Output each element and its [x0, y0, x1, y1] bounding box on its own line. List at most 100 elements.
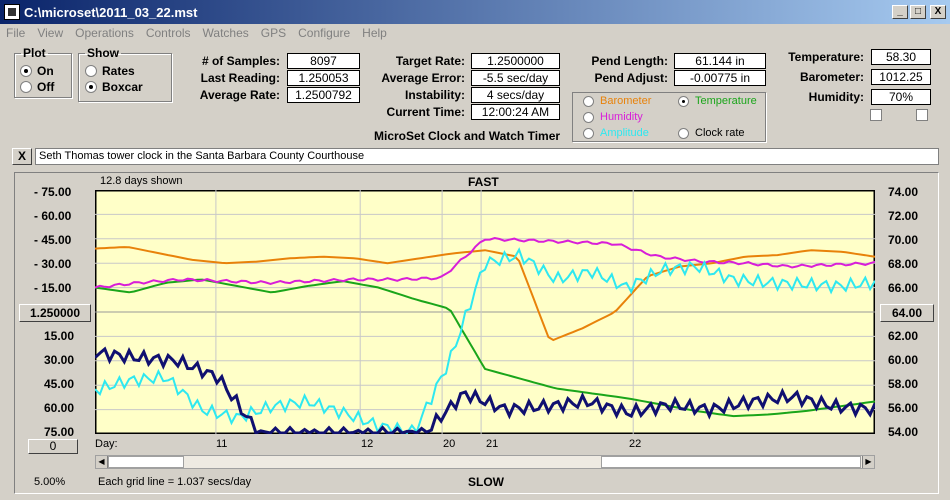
temperature-radio-label: Temperature — [695, 95, 757, 107]
window-title: C:\microset\2011_03_22.mst — [24, 4, 198, 20]
plot-on-label: On — [37, 64, 54, 78]
slow-label: SLOW — [468, 475, 504, 489]
humidity-label: Humidity: — [808, 90, 864, 104]
show-boxcar-radio[interactable]: Boxcar — [85, 80, 143, 94]
plot-off-radio[interactable]: Off — [20, 80, 54, 94]
radio-empty-icon — [85, 65, 97, 77]
day-tick: 11 — [216, 438, 228, 450]
clear-description-button[interactable]: X — [12, 148, 32, 165]
plot-off-label: Off — [37, 80, 55, 94]
checkbox-right[interactable] — [916, 109, 928, 121]
instability-label: Instability: — [404, 88, 465, 102]
radio-empty-icon — [583, 95, 594, 107]
temperature-value: 58.30 — [871, 49, 931, 65]
y-right-tick: 54.00 — [888, 425, 919, 439]
amplitude-radio[interactable]: Amplitude — [583, 127, 649, 139]
plot-on-radio[interactable]: On — [20, 64, 54, 78]
y-right-tick: 72.00 — [888, 209, 919, 223]
day-tick: 21 — [486, 438, 499, 450]
samples-label: # of Samples: — [201, 54, 280, 68]
grid-note: Each grid line = 1.037 secs/day — [98, 476, 252, 488]
y-left-tick: - 15.00 — [34, 281, 72, 295]
radio-empty-icon — [583, 111, 594, 123]
clockrate-radio-label: Clock rate — [695, 127, 745, 139]
y-left-tick: - 45.00 — [34, 233, 72, 247]
show-rates-label: Rates — [102, 64, 135, 78]
horizontal-scrollbar[interactable]: ◀ ▶ — [95, 455, 875, 469]
average-rate-label: Average Rate: — [199, 88, 280, 102]
checkbox-left[interactable] — [870, 109, 882, 121]
radio-selected-icon — [678, 95, 689, 107]
current-time-value: 12:00:24 AM — [471, 104, 560, 120]
barometer-value: 1012.25 — [871, 69, 931, 85]
close-button[interactable]: X — [930, 5, 946, 19]
last-reading-label: Last Reading: — [200, 71, 280, 85]
y-right-tick: 68.00 — [888, 257, 919, 271]
target-rate-value: 1.2500000 — [471, 53, 560, 69]
temperature-radio[interactable]: Temperature — [678, 95, 757, 107]
show-group: Show — [78, 46, 172, 102]
y-right-tick: 60.00 — [888, 353, 919, 367]
day-tick: 22 — [629, 438, 642, 450]
samples-value: 8097 — [287, 53, 360, 69]
humidity-radio[interactable]: Humidity — [583, 111, 643, 123]
y-left-tick: 45.00 — [44, 377, 75, 391]
plot-group: Plot — [14, 46, 72, 98]
average-rate-value: 1.2500792 — [287, 87, 360, 103]
y-left-tick: 15.00 — [44, 329, 75, 343]
sensor-select-panel — [572, 92, 766, 142]
zero-button[interactable]: 0 — [28, 439, 78, 454]
menu-gps[interactable]: GPS — [260, 26, 287, 40]
series-temperature-line — [95, 278, 875, 418]
pend-length-value: 61.144 in — [674, 53, 766, 69]
series-clock-rate-line — [95, 346, 875, 434]
center-temp-button[interactable]: 64.00 — [880, 304, 934, 322]
description-field[interactable]: Seth Thomas tower clock in the Santa Bar… — [35, 148, 939, 165]
y-right-tick: 62.00 — [888, 329, 919, 343]
y-right-tick: 56.00 — [888, 401, 919, 415]
temperature-label: Temperature: — [788, 50, 864, 64]
y-left-tick: - 75.00 — [34, 185, 72, 199]
percent-label: 5.00% — [34, 476, 66, 488]
minimize-button[interactable]: _ — [892, 5, 908, 19]
scroll-left-icon[interactable]: ◀ — [96, 456, 108, 468]
menu-view[interactable]: View — [37, 26, 64, 40]
plot-legend: Plot — [23, 46, 46, 60]
pend-adjust-label: Pend Adjust: — [594, 71, 668, 85]
menu-configure[interactable]: Configure — [298, 26, 351, 40]
y-right-tick: 74.00 — [888, 185, 919, 199]
title-bar: C:\microset\2011_03_22.mst _ □ X — [0, 0, 950, 24]
show-boxcar-label: Boxcar — [102, 80, 143, 94]
series-humidity-line — [95, 236, 875, 289]
y-right-tick: 70.00 — [888, 233, 919, 247]
clockrate-radio[interactable]: Clock rate — [678, 127, 745, 139]
maximize-button[interactable]: □ — [910, 5, 926, 19]
radio-empty-icon — [20, 81, 32, 93]
menu-file[interactable]: File — [6, 26, 26, 40]
fast-label: FAST — [468, 175, 499, 189]
y-left-tick: 60.00 — [44, 401, 75, 415]
radio-selected-icon — [85, 81, 97, 93]
menu-operations[interactable]: Operations — [75, 26, 134, 40]
instability-value: 4 secs/day — [471, 87, 560, 103]
humidity-value: 70% — [871, 89, 931, 105]
center-rate-button[interactable]: 1.250000 — [19, 304, 91, 322]
show-rates-radio[interactable]: Rates — [85, 64, 135, 78]
menu-controls[interactable]: Controls — [145, 26, 191, 40]
scroll-thumb[interactable] — [108, 456, 184, 468]
current-time-label: Current Time: — [386, 105, 465, 119]
pend-length-label: Pend Length: — [591, 54, 668, 68]
y-left-tick: 75.00 — [44, 425, 75, 439]
app-caption: MicroSet Clock and Watch Timer — [374, 129, 561, 143]
barometer-radio[interactable]: Barometer — [583, 95, 651, 107]
menu-bar: File View Operations Controls Watches GP… — [0, 24, 950, 42]
menu-help[interactable]: Help — [362, 26, 387, 40]
y-left-tick: - 30.00 — [34, 257, 72, 271]
menu-watches[interactable]: Watches — [202, 26, 249, 40]
humidity-radio-label: Humidity — [600, 111, 643, 123]
last-reading-value: 1.250053 — [287, 70, 360, 86]
average-error-value: -5.5 sec/day — [471, 70, 560, 86]
average-error-label: Average Error: — [381, 71, 465, 85]
y-left-tick: - 60.00 — [34, 209, 72, 223]
scroll-right-icon[interactable]: ▶ — [862, 456, 874, 468]
